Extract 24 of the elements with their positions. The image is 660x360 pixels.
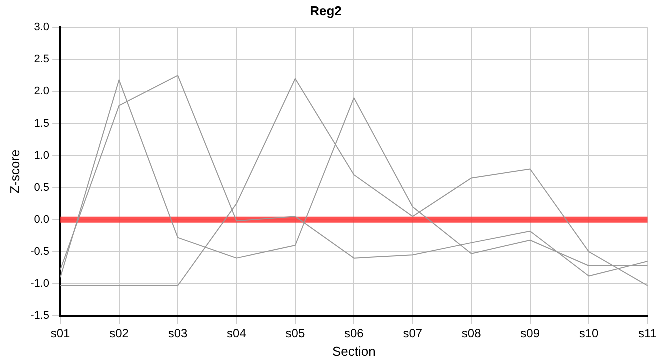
y-tick-label: 0.0 — [34, 214, 50, 226]
x-axis-title: Section — [332, 344, 376, 359]
x-tick-label: s10 — [579, 326, 600, 341]
y-tick-label: -1.0 — [30, 278, 50, 290]
y-tick-label: 2.5 — [34, 54, 50, 66]
x-tick-label: s02 — [110, 326, 130, 341]
y-tick-label: 1.0 — [34, 150, 50, 162]
x-tick-label: s03 — [168, 326, 188, 341]
x-tick-label: s01 — [50, 326, 71, 341]
y-tick-label: 0.5 — [34, 182, 50, 194]
x-tick-label: s07 — [403, 326, 423, 341]
x-tick-label: s06 — [344, 326, 364, 341]
x-tick-label: s05 — [286, 326, 306, 341]
y-tick-label: -0.5 — [30, 246, 50, 258]
y-axis-title: Z-score — [7, 150, 22, 194]
y-tick-label: 1.5 — [34, 118, 50, 130]
y-tick-label: 2.0 — [34, 86, 50, 98]
y-tick-label: 3.0 — [34, 22, 50, 34]
chart-title: Reg2 — [310, 3, 342, 18]
x-tick-label: s08 — [462, 326, 482, 341]
y-tick-label: -1.5 — [30, 310, 50, 322]
x-tick-label: s11 — [638, 326, 658, 341]
x-tick-label: s04 — [227, 326, 247, 341]
x-tick-label: s09 — [520, 326, 540, 341]
